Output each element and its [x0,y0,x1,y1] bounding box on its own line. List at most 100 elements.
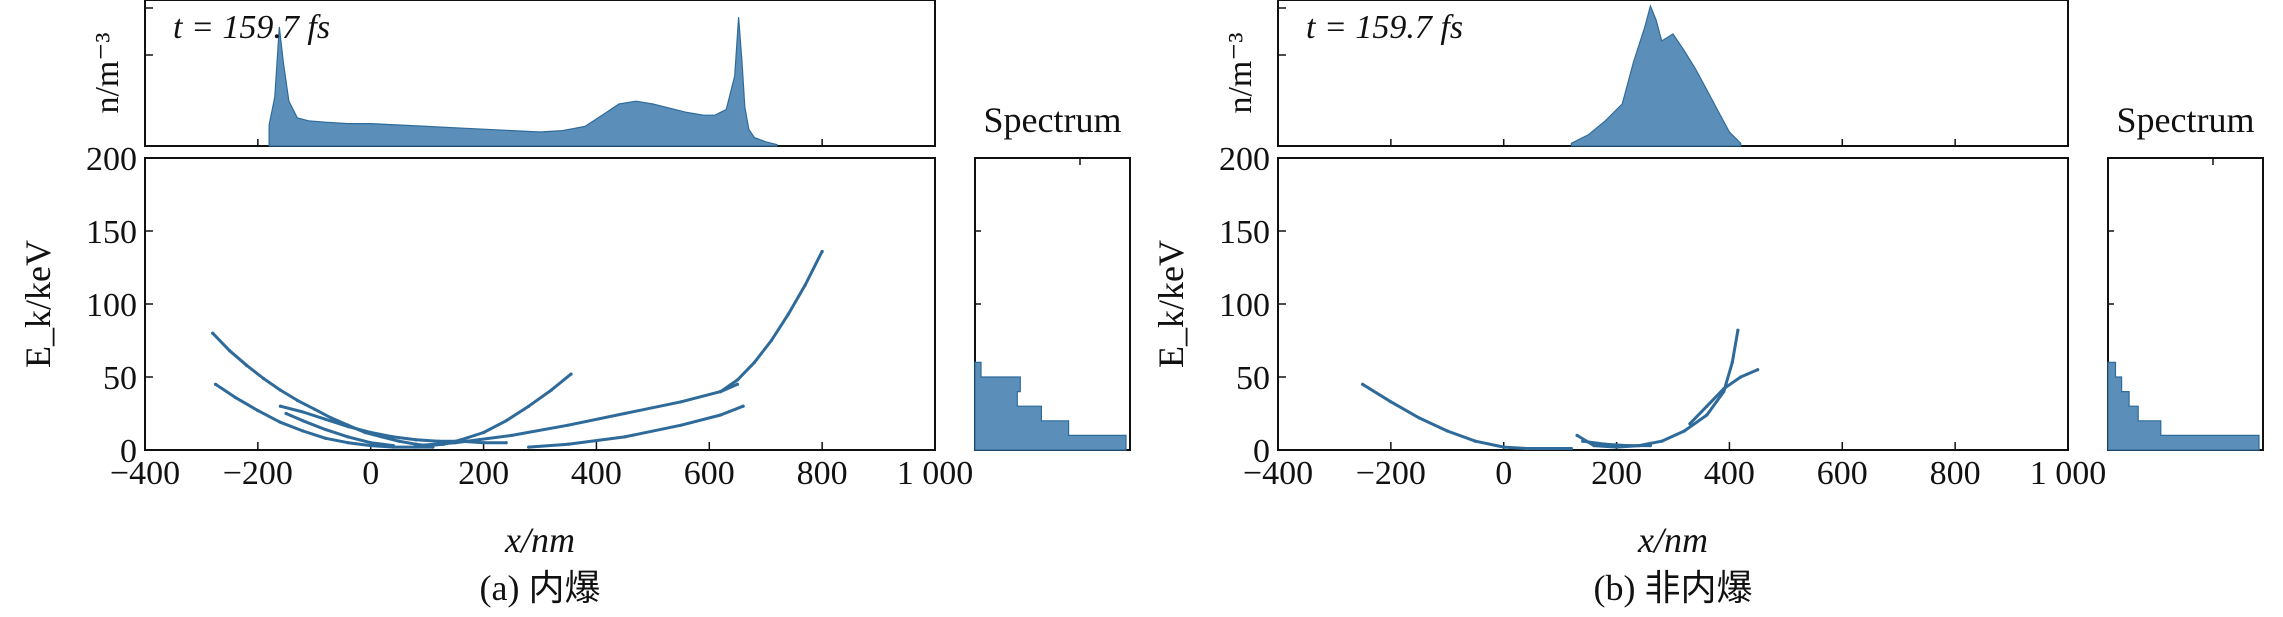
data-point [803,283,807,287]
data-point [718,413,723,417]
data-point [1592,444,1596,448]
data-point [1705,413,1709,417]
data-point [623,435,627,439]
data-point [679,423,683,427]
data-point [1473,439,1478,443]
data-point [278,388,283,392]
spectrum-histogram [974,361,1127,451]
data-point [566,423,570,427]
spectrum-label: Spectrum [984,100,1122,140]
data-point [261,376,266,381]
data-point [346,441,350,445]
time-label: t = 159.7 fs [1306,9,1463,46]
density-y-label: n/m⁻³ [89,32,126,113]
data-point [431,445,435,449]
data-curve [211,331,573,448]
data-point [786,312,790,316]
y-tick-label: 150 [1219,214,1270,251]
data-point [752,360,757,364]
data-point [323,427,328,432]
main-axes-frame [144,157,936,451]
data-point [312,407,316,411]
x-tick-label: −200 [1356,455,1426,492]
data-point [527,445,531,449]
data-curve [1575,328,1740,449]
data-curve [719,249,824,394]
data-point [1648,444,1653,448]
panel-b: −400 −200 0 200 400 600 800 1 000 0 50 100 150 200 x/… [1151,0,2264,608]
data-point [228,349,232,353]
x-tick-label: 200 [1591,455,1642,492]
y-tick-label: 100 [86,287,137,324]
data-point [278,404,283,408]
data-curve [1361,382,1573,450]
x-tick-label: 1 000 [897,455,974,492]
panel-caption: (b) 非内爆 [1594,568,1753,608]
data-point [1626,444,1630,448]
data-point [1722,387,1726,391]
data-point [1502,445,1506,449]
data-point [741,404,745,408]
x-tick-label: −400 [110,455,180,492]
x-tick-label: −400 [1243,455,1313,492]
data-curve [414,382,739,448]
data-point [284,411,288,416]
data-point [566,442,570,446]
data-point [1547,446,1551,451]
data-point [1736,328,1740,332]
y-tick-label: 200 [1219,141,1270,178]
data-point [1603,442,1607,446]
x-tick-label: 600 [1817,455,1868,492]
y-tick-label: 0 [1253,433,1270,470]
data-point [718,390,723,394]
data-point [391,435,395,439]
data-point [1417,416,1421,420]
y-tick-label: 150 [86,214,137,251]
y-tick-label: 50 [1236,360,1270,397]
data-point [244,363,249,367]
x-tick-label: 600 [684,455,735,492]
x-tick-label: 400 [1704,455,1755,492]
x-tick-label: 800 [1930,455,1981,492]
data-point [1575,433,1579,437]
data-point [481,430,486,435]
data-point [1389,400,1393,404]
data-point [346,435,350,439]
y-tick-label: 50 [103,360,137,397]
data-point [233,395,237,400]
data-point [504,419,508,423]
x-tick-label: 200 [458,455,509,492]
panel-caption: (a) 内爆 [480,568,601,608]
data-curve [527,404,745,449]
y-tick-label: 100 [1219,287,1270,324]
data-point [769,338,773,343]
data-point [346,425,350,429]
data-point [527,404,531,408]
data-point [1756,368,1760,372]
data-point [1524,446,1528,451]
x-tick-label: 1 000 [2030,455,2107,492]
data-curve [284,412,395,448]
data-point [1361,382,1365,386]
data-point [820,249,824,254]
spectrum-label: Spectrum [2117,100,2255,140]
data-point [504,441,508,445]
data-curve [1581,439,1652,448]
data-point [735,378,740,382]
data-point [414,444,418,448]
data-point [1445,429,1449,433]
data-point [397,439,401,443]
x-axis-label: x/nm [1637,520,1708,560]
x-tick-label: 0 [1495,455,1512,492]
data-point [1730,360,1734,364]
data-point [301,410,305,414]
x-tick-label: −200 [223,455,293,492]
data-point [735,382,740,386]
data-point [301,429,305,433]
density-histogram [1570,4,1742,147]
data-point [1705,404,1709,408]
data-point [623,411,627,416]
data-point [1688,422,1692,426]
data-point [436,439,441,443]
